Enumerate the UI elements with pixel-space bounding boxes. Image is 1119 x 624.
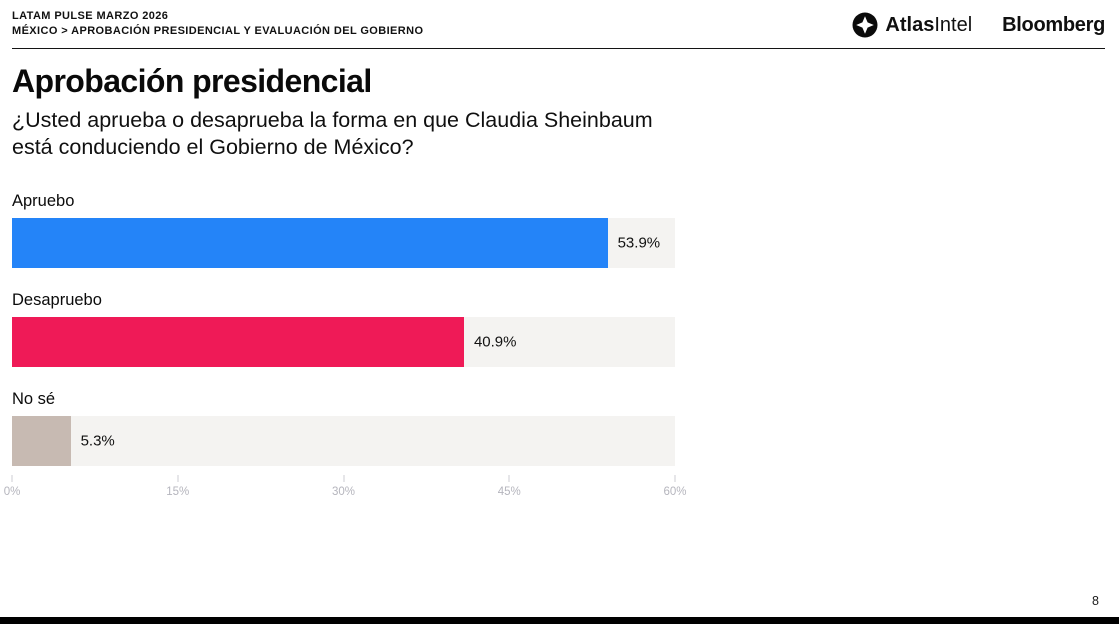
header: LATAM PULSE MARZO 2026 MÉXICO > APROBACI… bbox=[0, 0, 1119, 39]
bar-fill bbox=[12, 317, 464, 367]
page-title: Aprobación presidencial bbox=[12, 63, 372, 99]
subtitle-line-2: está conduciendo el Gobierno de México? bbox=[12, 135, 414, 159]
bar-chart: Apruebo 53.9% Desapruebo 40.9% No sé 5.3% bbox=[12, 192, 675, 466]
bar-row: Desapruebo 40.9% bbox=[12, 291, 675, 367]
atlasintel-wordmark: AtlasIntel bbox=[885, 13, 973, 36]
axis-tick-label: 45% bbox=[497, 486, 521, 498]
axis-tick-label: 0% bbox=[3, 486, 21, 498]
bar-track: 5.3% bbox=[12, 416, 675, 466]
bar-category-label: Desapruebo bbox=[12, 291, 102, 309]
bar-fill bbox=[12, 218, 608, 268]
axis-tick-mark bbox=[343, 475, 344, 482]
axis-tick-mark bbox=[11, 475, 13, 482]
bar-track: 53.9% bbox=[12, 218, 675, 268]
bar-row: No sé 5.3% bbox=[12, 390, 675, 466]
axis-tick-mark bbox=[674, 475, 676, 482]
question-subtitle: ¿Usted aprueba o desaprueba la forma en … bbox=[12, 107, 1107, 161]
bar-value-label: 40.9% bbox=[473, 333, 517, 351]
bloomberg-logo: Bloomberg bbox=[1002, 13, 1105, 36]
atlasintel-logo: AtlasIntel bbox=[852, 12, 972, 38]
bar-value-label: 5.3% bbox=[80, 432, 115, 450]
page-number: 8 bbox=[1092, 594, 1099, 608]
bar-category-label: No sé bbox=[12, 390, 56, 408]
bar-category-label: Apruebo bbox=[12, 192, 75, 210]
axis-tick-mark bbox=[177, 475, 179, 482]
atlasintel-icon bbox=[852, 12, 878, 38]
bar-value-label: 53.9% bbox=[617, 234, 661, 252]
bar-fill bbox=[12, 416, 71, 466]
kicker-line-2: MÉXICO > APROBACIÓN PRESIDENCIAL Y EVALU… bbox=[12, 25, 424, 37]
bar-track: 40.9% bbox=[12, 317, 675, 367]
x-axis: 0% 15% 30% 45% 60% bbox=[4, 475, 687, 507]
axis-tick-label: 60% bbox=[663, 486, 687, 498]
axis-tick-label: 30% bbox=[331, 486, 356, 498]
axis-tick-label: 15% bbox=[166, 486, 190, 498]
footer-bar bbox=[0, 617, 1119, 624]
kicker-line-1: LATAM PULSE MARZO 2026 bbox=[12, 10, 169, 22]
header-divider bbox=[12, 48, 1105, 49]
logos: AtlasIntel Bloomberg bbox=[852, 12, 1105, 38]
axis-tick-mark bbox=[508, 475, 510, 482]
report-kicker: LATAM PULSE MARZO 2026 MÉXICO > APROBACI… bbox=[12, 9, 423, 39]
bar-row: Apruebo 53.9% bbox=[12, 192, 675, 268]
subtitle-line-1: ¿Usted aprueba o desaprueba la forma en … bbox=[12, 108, 653, 132]
